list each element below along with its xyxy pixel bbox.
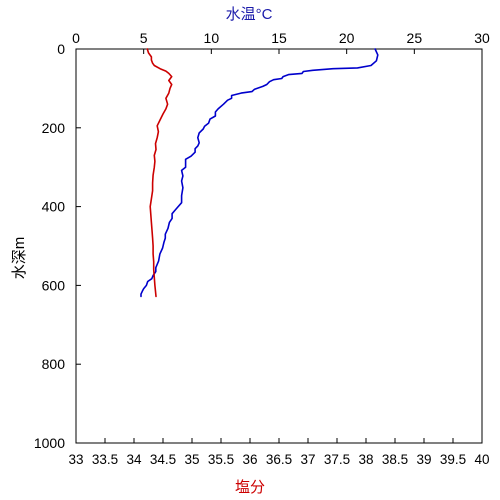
salinity-tick-label: 39.5 <box>440 452 466 467</box>
salinity-profile-line <box>146 48 173 298</box>
salinity-tick-label: 38 <box>358 452 373 467</box>
temperature-axis-ticks: 0 5 10 15 20 25 30 <box>72 30 490 54</box>
temperature-profile-line <box>140 48 379 298</box>
depth-tick-label: 0 <box>57 41 65 57</box>
temperature-tick-label: 25 <box>407 30 423 46</box>
temperature-tick-label: 30 <box>474 30 490 46</box>
temperature-axis-title: 水温°C <box>226 6 273 23</box>
temperature-tick-label: 0 <box>72 30 80 46</box>
salinity-tick-label: 39 <box>416 452 431 467</box>
salinity-tick-label: 36.5 <box>266 452 292 467</box>
salinity-tick-label: 37 <box>300 452 315 467</box>
salinity-axis-title: 塩分 <box>235 479 265 496</box>
series-layer <box>140 48 379 298</box>
depth-tick-label: 600 <box>42 277 66 293</box>
depth-tick-label: 800 <box>42 356 66 372</box>
salinity-tick-label: 34 <box>126 452 142 467</box>
salinity-tick-label: 33.5 <box>92 452 118 467</box>
depth-tick-label: 200 <box>42 120 66 136</box>
salinity-tick-label: 36 <box>242 452 257 467</box>
salinity-tick-label: 35.5 <box>208 452 234 467</box>
salinity-axis-ticks: 33 33.5 34 34.5 35 35.5 36 36.5 37 37.5 38 38.5 39 39… <box>68 438 490 467</box>
salinity-tick-label: 35 <box>184 452 199 467</box>
depth-tick-label: 1000 <box>34 435 65 451</box>
salinity-tick-label: 38.5 <box>382 452 408 467</box>
salinity-tick-label: 33 <box>68 452 83 467</box>
temperature-tick-label: 10 <box>204 30 220 46</box>
salinity-tick-label: 40 <box>474 452 489 467</box>
temperature-tick-label: 15 <box>271 30 287 46</box>
temperature-tick-label: 20 <box>339 30 355 46</box>
salinity-tick-label: 37.5 <box>324 452 350 467</box>
depth-tick-label: 400 <box>42 199 66 215</box>
depth-axis-ticks: 0 200 400 600 800 1000 <box>34 41 81 451</box>
depth-axis-title: 水深m <box>11 237 28 280</box>
plot-frame <box>75 48 483 444</box>
salinity-tick-label: 34.5 <box>150 452 176 467</box>
temperature-tick-label: 5 <box>140 30 148 46</box>
